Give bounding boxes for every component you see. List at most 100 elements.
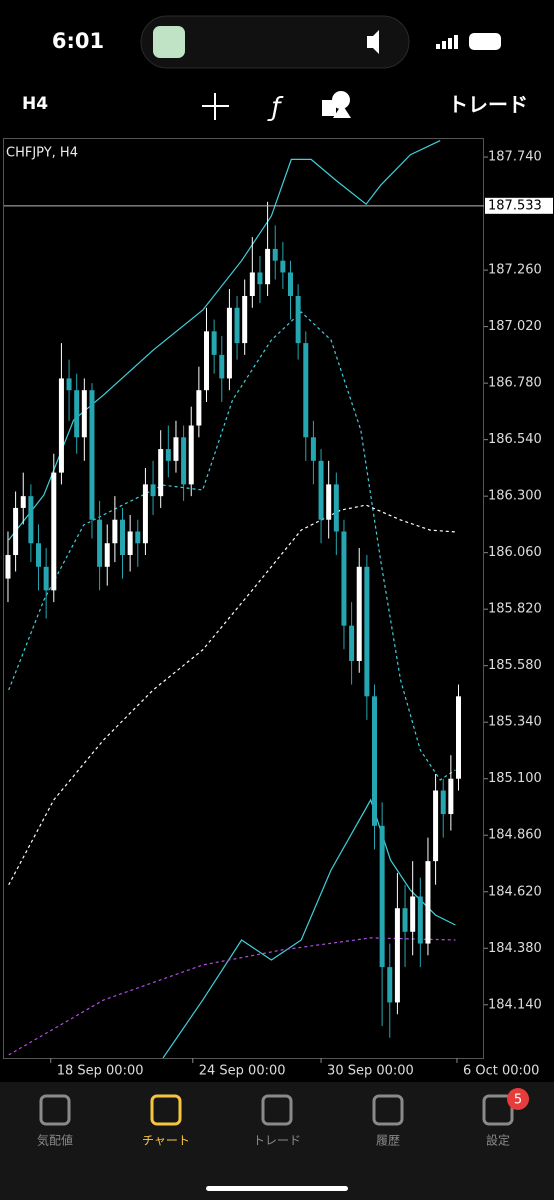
timeframe[interactable]: H4 bbox=[22, 94, 48, 114]
candle-body bbox=[433, 790, 439, 862]
candle-body bbox=[280, 260, 286, 273]
candle-body bbox=[104, 543, 110, 567]
candle-body bbox=[410, 896, 416, 932]
candle-body bbox=[13, 507, 19, 556]
candle-body bbox=[288, 272, 294, 297]
y-tick-label: 187.260 bbox=[488, 263, 542, 278]
dynamic-island bbox=[140, 15, 410, 69]
tab-label: 気配値 bbox=[37, 1133, 73, 1148]
tab-bar bbox=[0, 1082, 554, 1200]
chart-frame bbox=[3, 138, 484, 1059]
y-tick-label: 185.820 bbox=[488, 602, 542, 617]
price-tag bbox=[485, 197, 553, 214]
tab-label: 設定 bbox=[486, 1133, 510, 1148]
tab[interactable]: チャート bbox=[142, 1094, 190, 1148]
candle-body bbox=[272, 248, 278, 261]
y-tick-label: 187.020 bbox=[488, 319, 542, 334]
tab[interactable]: トレード bbox=[253, 1094, 301, 1148]
candle-body bbox=[226, 307, 232, 379]
candle-body bbox=[455, 696, 461, 779]
crosshair-icon[interactable] bbox=[202, 93, 229, 120]
candle-body bbox=[28, 496, 34, 544]
candle-body bbox=[326, 484, 332, 520]
tab-icon bbox=[482, 1094, 514, 1126]
app-thumb bbox=[153, 26, 185, 58]
candle-body bbox=[425, 861, 431, 944]
y-tick-label: 184.860 bbox=[488, 828, 542, 843]
y-tick-label: 186.060 bbox=[488, 545, 542, 560]
candle-body bbox=[379, 825, 385, 968]
candle-body bbox=[257, 272, 263, 285]
candle-body bbox=[204, 331, 210, 391]
x-tick-label: 18 Sep 00:00 bbox=[57, 1064, 144, 1079]
candle-body bbox=[249, 272, 255, 297]
tab-icon bbox=[150, 1094, 182, 1126]
candle-body bbox=[97, 519, 103, 567]
y-tick-label: 184.380 bbox=[488, 941, 542, 956]
candle-body bbox=[448, 778, 454, 815]
candle-body bbox=[219, 354, 225, 379]
candle-body bbox=[295, 296, 301, 344]
mute-icon bbox=[367, 30, 379, 54]
tab-icon bbox=[39, 1094, 71, 1126]
tab[interactable]: 設定 bbox=[482, 1094, 514, 1148]
candle-body bbox=[81, 390, 87, 438]
x-tick-label: 24 Sep 00:00 bbox=[199, 1064, 286, 1079]
tab[interactable]: 気配値 bbox=[37, 1094, 73, 1148]
candle-body bbox=[402, 908, 408, 932]
indicator-icon[interactable]: ƒ bbox=[266, 93, 284, 123]
x-tick-label: 30 Sep 00:00 bbox=[327, 1064, 414, 1079]
candle-body bbox=[58, 378, 64, 473]
y-tick-label: 185.580 bbox=[488, 658, 542, 673]
plot bbox=[5, 140, 461, 1058]
symbol-label: CHFJPY, H4 bbox=[6, 146, 78, 161]
candle-body bbox=[43, 566, 49, 591]
tabs: 気配値 チャート トレード 履歴 設定 5 bbox=[37, 1088, 529, 1148]
tab-icon bbox=[372, 1094, 404, 1126]
y-tick-label: 186.780 bbox=[488, 376, 542, 391]
badge bbox=[507, 1088, 529, 1110]
trade-button[interactable]: トレード bbox=[448, 93, 528, 117]
indicator-line bbox=[8, 937, 456, 1056]
candle-body bbox=[303, 343, 309, 438]
candle-body bbox=[66, 378, 72, 391]
objects-icon[interactable] bbox=[322, 91, 351, 118]
tab[interactable]: 履歴 bbox=[372, 1094, 404, 1148]
candle-body bbox=[318, 460, 324, 520]
tab-label: 履歴 bbox=[376, 1134, 400, 1148]
candle-body bbox=[135, 531, 141, 544]
candle-body bbox=[364, 566, 370, 697]
candle-body bbox=[356, 566, 362, 661]
candle-body bbox=[181, 437, 187, 485]
candle-body bbox=[440, 790, 446, 815]
y-tick-label: 184.620 bbox=[488, 884, 542, 899]
candle-body bbox=[417, 896, 423, 944]
y-tick-label: 184.140 bbox=[488, 997, 542, 1012]
candle-body bbox=[112, 519, 118, 544]
candle-body bbox=[349, 625, 355, 661]
battery-icon bbox=[469, 33, 501, 50]
tab-label: チャート bbox=[142, 1134, 190, 1148]
y-tick-label: 186.300 bbox=[488, 489, 542, 504]
candle-body bbox=[196, 390, 202, 426]
candle-body bbox=[74, 390, 80, 438]
candle-body bbox=[89, 390, 95, 520]
candle-body bbox=[188, 425, 194, 485]
candle-body bbox=[234, 307, 240, 344]
candle-body bbox=[394, 908, 400, 1003]
candle-body bbox=[242, 296, 248, 344]
candle-body bbox=[387, 967, 393, 1003]
tab-icon bbox=[261, 1094, 293, 1126]
y-tick-label: 187.740 bbox=[488, 150, 542, 165]
x-tick-label: 6 Oct 00:00 bbox=[463, 1064, 539, 1079]
candle-body bbox=[36, 543, 42, 567]
clock: 6:01 bbox=[52, 29, 104, 53]
tab-label: トレード bbox=[253, 1134, 301, 1148]
candle-body bbox=[5, 555, 11, 579]
candle-body bbox=[165, 449, 171, 461]
candle-body bbox=[127, 531, 133, 556]
candle-body bbox=[150, 484, 156, 497]
y-tick-label: 185.340 bbox=[488, 715, 542, 730]
home-indicator bbox=[206, 1186, 348, 1191]
